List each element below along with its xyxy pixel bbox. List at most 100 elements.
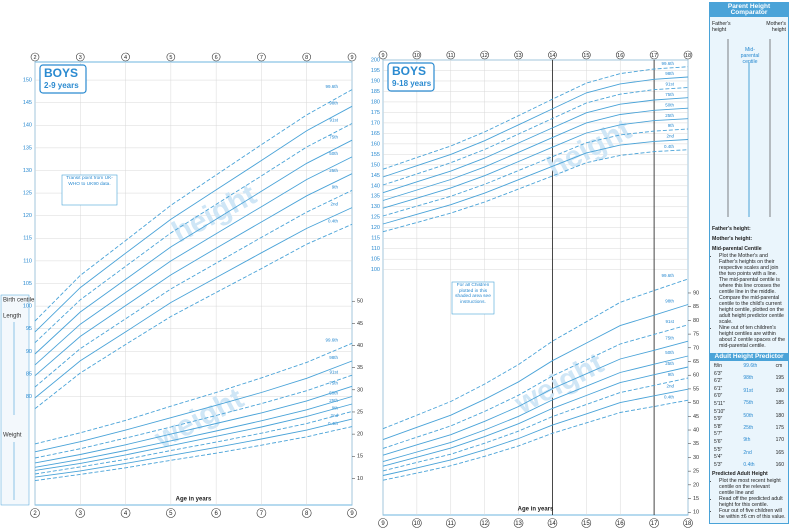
centile-label: 75th (743, 400, 754, 407)
x-tick-label: 12 (481, 521, 488, 527)
predictor-centiles: 99.6th 98th 91st 75th 50th 25th 9th 2nd 0.4th (743, 363, 757, 468)
ft-label: 6'0" (714, 393, 723, 400)
y-tick-label: 190 (371, 78, 380, 84)
x-tick-label: 16 (617, 53, 623, 59)
ft-label: 5'3" (714, 461, 723, 468)
y2-tick-label: 45 (357, 321, 363, 327)
centile-label: 91st (743, 387, 753, 394)
y-tick-label: 160 (371, 141, 380, 147)
x-tick-marker (301, 508, 312, 518)
y-tick-label: 145 (371, 173, 380, 179)
x-tick-label: 14 (549, 521, 556, 527)
centile-label: 50th (665, 350, 674, 355)
y2-tick-label: 25 (357, 409, 363, 415)
centile-line (34, 173, 353, 377)
x-tick-label: 10 (414, 53, 420, 59)
x-tick-marker (480, 50, 489, 60)
y-tick-label: 200 (371, 57, 380, 63)
x-tick-marker (120, 508, 131, 518)
predictor: ft/in 6'3" 6'2" 6'1" 6'0" 5'11" 5'10" 5'9" 5'8" 5… (714, 363, 784, 468)
x-tick-marker (121, 52, 130, 62)
x-tick-marker (257, 52, 266, 62)
centile-line (34, 426, 353, 482)
comparator-title: Parent Height Comparator (710, 3, 788, 17)
centile-label: 91st (329, 118, 338, 123)
mother-scale: Mother's height (766, 21, 786, 33)
centile-label: 2nd (666, 134, 674, 139)
x-tick-label: 13 (515, 521, 522, 527)
centile-line (382, 139, 689, 225)
chart-title: BOYS (392, 64, 426, 78)
birth-weight: Weight (3, 433, 22, 439)
sidebar: Parent Height Comparator Father's height… (709, 2, 789, 524)
chart-title: BOYS (44, 66, 78, 80)
centile-line (382, 97, 689, 194)
birth-length: Length (3, 314, 21, 320)
centile-label: 91st (665, 82, 674, 87)
y2-tick-label: 10 (693, 510, 699, 516)
centile-line (34, 89, 353, 322)
ft-label: 5'4" (714, 454, 723, 461)
x-tick-marker (75, 508, 86, 518)
centile-label: 99.6th (325, 337, 338, 342)
x-tick-marker (166, 508, 176, 518)
x-tick-label: 8 (305, 55, 308, 61)
ft-label: 5'5" (714, 446, 723, 453)
x-tick-label: 4 (124, 511, 128, 517)
note: For all Children plotted in this shaded … (455, 283, 491, 305)
centile-label: 9th (668, 372, 675, 377)
centile-line (382, 149, 689, 233)
x-tick-label: 14 (549, 53, 555, 59)
y-tick-label: 135 (23, 145, 32, 151)
y-tick-label: 125 (23, 191, 32, 197)
x-tick-marker (412, 50, 422, 60)
chart-subtitle: 2-9 years (44, 81, 79, 90)
y2-tick-label: 35 (693, 441, 699, 447)
mid-scale: Mid-parental centile (740, 47, 760, 65)
centile-label: 75th (329, 134, 338, 139)
centile-line (382, 107, 689, 201)
x-tick-label: 2 (33, 511, 37, 517)
x-tick-label: 8 (305, 511, 309, 517)
x-tick-label: 3 (79, 511, 83, 517)
cm-label: 170 (775, 437, 784, 444)
centile-line (34, 403, 353, 471)
predicted-bullets: Plot the most recent height centile on t… (719, 478, 786, 520)
y2-tick-label: 50 (693, 400, 699, 406)
plot-area (382, 59, 689, 516)
centile-label: 99.6th (325, 84, 338, 89)
y-tick-label: 120 (23, 213, 32, 219)
centile-label: 0.4th (328, 218, 339, 223)
centile-label: 25th (329, 398, 338, 403)
bullet: Plot the Mother's and Father's heights o… (719, 253, 786, 295)
x-tick-label: 6 (215, 55, 218, 61)
y-tick-label: 125 (371, 215, 380, 221)
note-text: Transit point from UK-WHO to UK90 data. (66, 176, 113, 187)
x-tick-marker (446, 50, 456, 60)
birth-title: Birth centiles (3, 298, 37, 304)
y-tick-label: 110 (371, 246, 380, 252)
x-tick-marker (582, 50, 591, 60)
centile-label: 99.6th (661, 61, 674, 66)
centile-label: 2nd (330, 413, 338, 418)
x-tick-marker (615, 50, 625, 60)
note: Transit point from UK-WHO to UK90 data. (66, 176, 113, 187)
centile-line (382, 388, 689, 476)
y-tick-label: 115 (371, 236, 380, 242)
father-scale: Father's height (712, 21, 731, 33)
note-text: For all Children plotted in this shaded … (455, 283, 491, 305)
y-tick-label: 100 (371, 267, 380, 273)
x-tick-marker (378, 50, 388, 60)
ft-label: 6'3" (714, 370, 723, 377)
centile-label: 98th (743, 375, 754, 382)
centile-line (34, 385, 353, 464)
centile-label: 75th (665, 335, 674, 340)
centile-line (382, 340, 689, 456)
cm-label: 195 (775, 375, 784, 382)
y-tick-label: 175 (371, 110, 380, 116)
y2-tick-label: 40 (357, 343, 363, 349)
bullet: Compare the mid-parental centile to the … (719, 295, 786, 325)
centile-line (34, 374, 353, 459)
x-tick-label: 18 (685, 53, 691, 59)
centile-label: 2nd (330, 202, 338, 207)
